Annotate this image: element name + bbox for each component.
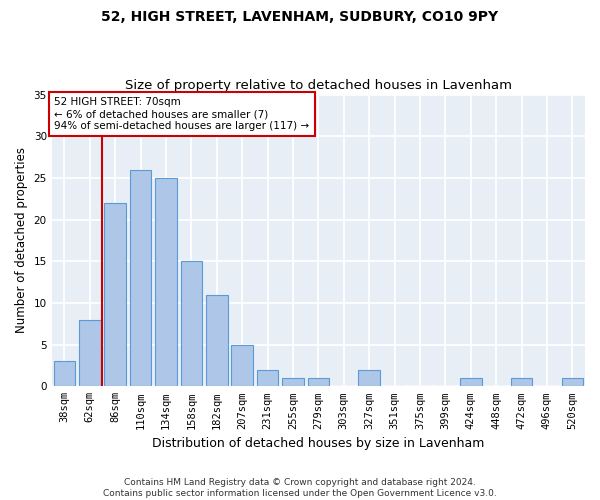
Bar bbox=[232, 344, 253, 387]
Bar bbox=[257, 370, 278, 386]
Text: Contains HM Land Registry data © Crown copyright and database right 2024.
Contai: Contains HM Land Registry data © Crown c… bbox=[103, 478, 497, 498]
Text: 52, HIGH STREET, LAVENHAM, SUDBURY, CO10 9PY: 52, HIGH STREET, LAVENHAM, SUDBURY, CO10… bbox=[101, 10, 499, 24]
Bar bbox=[460, 378, 482, 386]
Bar bbox=[282, 378, 304, 386]
Bar bbox=[562, 378, 583, 386]
Text: 52 HIGH STREET: 70sqm
← 6% of detached houses are smaller (7)
94% of semi-detach: 52 HIGH STREET: 70sqm ← 6% of detached h… bbox=[55, 98, 310, 130]
Y-axis label: Number of detached properties: Number of detached properties bbox=[15, 148, 28, 334]
Bar bbox=[308, 378, 329, 386]
Bar bbox=[155, 178, 177, 386]
Title: Size of property relative to detached houses in Lavenham: Size of property relative to detached ho… bbox=[125, 79, 512, 92]
Bar bbox=[79, 320, 101, 386]
Bar bbox=[104, 203, 126, 386]
Bar bbox=[358, 370, 380, 386]
Bar bbox=[511, 378, 532, 386]
Bar bbox=[130, 170, 151, 386]
Bar bbox=[53, 362, 75, 386]
Bar bbox=[181, 262, 202, 386]
Bar bbox=[206, 294, 227, 386]
X-axis label: Distribution of detached houses by size in Lavenham: Distribution of detached houses by size … bbox=[152, 437, 485, 450]
